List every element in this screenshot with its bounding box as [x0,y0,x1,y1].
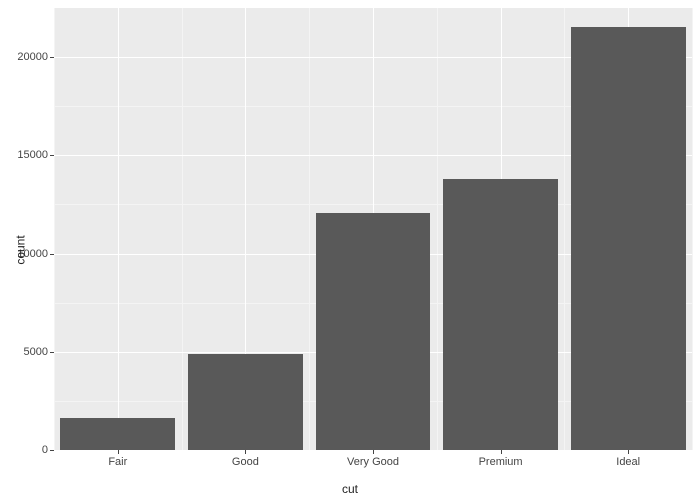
y-tick-label: 0 [42,444,48,456]
grid-minor-v [437,8,438,450]
grid-minor-v [182,8,183,450]
x-tick-mark [245,450,246,454]
plot-area [54,8,692,450]
x-tick-label: Premium [479,456,523,468]
grid-major-v [118,8,119,450]
bar [571,27,686,450]
chart-container: 05000100001500020000 FairGoodVery GoodPr… [0,0,700,500]
y-tick-mark [50,155,54,156]
grid-minor-v [54,8,55,450]
grid-minor-v [564,8,565,450]
x-tick-label: Very Good [347,456,399,468]
x-tick-mark [373,450,374,454]
bar [60,418,175,450]
y-tick-label: 5000 [24,346,48,358]
bar [188,354,303,450]
y-axis-title: count [14,235,28,264]
x-tick-label: Ideal [616,456,640,468]
y-tick-mark [50,450,54,451]
bar [443,179,558,450]
x-tick-label: Good [232,456,259,468]
grid-minor-v [692,8,693,450]
y-tick-label: 20000 [17,51,48,63]
x-axis-title: cut [342,482,358,496]
bar [316,213,431,450]
x-tick-mark [501,450,502,454]
x-tick-label: Fair [108,456,127,468]
y-tick-mark [50,254,54,255]
y-tick-mark [50,57,54,58]
y-tick-label: 15000 [17,149,48,161]
grid-minor-v [309,8,310,450]
x-tick-mark [118,450,119,454]
y-tick-mark [50,352,54,353]
x-tick-mark [628,450,629,454]
